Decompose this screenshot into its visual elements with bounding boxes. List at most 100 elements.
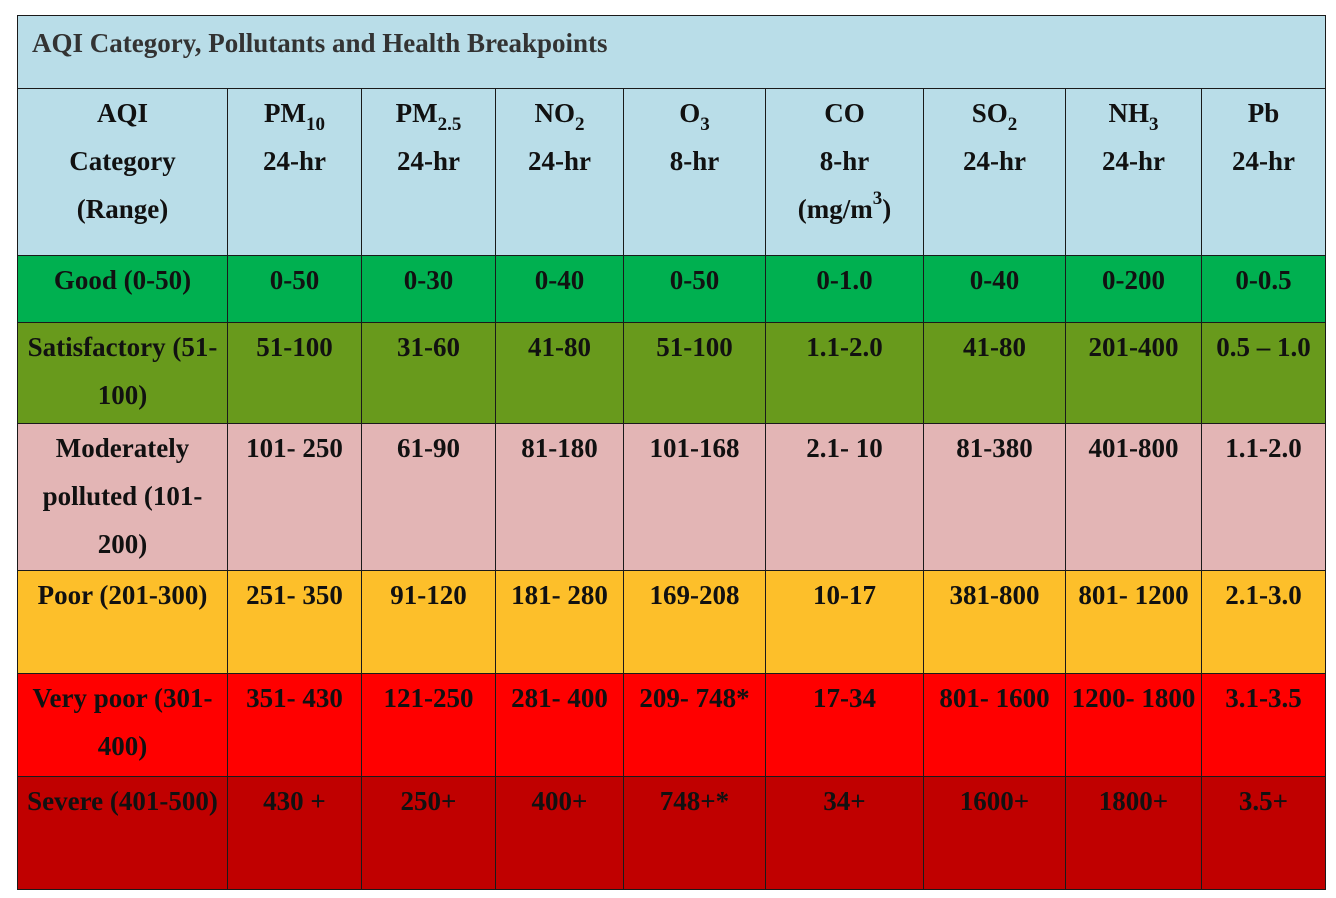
value-cell: 81-180: [495, 423, 624, 571]
value-cell: 0-40: [495, 255, 624, 323]
value-cell: 400+: [495, 776, 624, 890]
value-cell: 81-380: [923, 423, 1066, 571]
value-cell: 0.5 – 1.0: [1201, 322, 1326, 424]
header-aqi-category: AQI Category (Range): [17, 88, 228, 256]
value-cell: 2.1-3.0: [1201, 570, 1326, 674]
pollutant-symbol: CO: [824, 98, 865, 128]
value-cell: 748+*: [623, 776, 766, 890]
value-cell: 2.1- 10: [765, 423, 924, 571]
averaging-period: 24-hr: [397, 146, 460, 176]
pollutant-symbol: SO: [971, 98, 1008, 128]
category-cell: Satisfactory (51-100): [17, 322, 228, 424]
value-cell: 0-200: [1065, 255, 1202, 323]
table-row-poor: Poor (201-300) 251- 350 91-120 181- 280 …: [17, 570, 1326, 674]
pollutant-symbol: PM: [264, 98, 306, 128]
pollutant-subscript: 2: [1007, 114, 1018, 135]
header-pb: Pb 24-hr: [1201, 88, 1326, 256]
value-cell: 17-34: [765, 673, 924, 777]
table-title: AQI Category, Pollutants and Health Brea…: [17, 15, 1326, 89]
header-o3: O3 8-hr: [623, 88, 766, 256]
averaging-period: 24-hr: [963, 146, 1026, 176]
pollutant-symbol: NH: [1108, 98, 1150, 128]
header-pm25: PM2.5 24-hr: [361, 88, 496, 256]
value-cell: 1.1-2.0: [765, 322, 924, 424]
value-cell: 281- 400: [495, 673, 624, 777]
value-cell: 251- 350: [227, 570, 362, 674]
averaging-period: 24-hr: [263, 146, 326, 176]
value-cell: 401-800: [1065, 423, 1202, 571]
pollutant-subscript: 3: [1149, 114, 1159, 135]
value-cell: 51-100: [623, 322, 766, 424]
pollutant-subscript: 2: [575, 114, 585, 135]
value-cell: 3.1-3.5: [1201, 673, 1326, 777]
pollutant-symbol: PM: [395, 98, 438, 128]
averaging-period: 8-hr: [669, 146, 720, 176]
value-cell: 0-0.5: [1201, 255, 1326, 323]
value-cell: 1200- 1800: [1065, 673, 1202, 777]
value-cell: 121-250: [361, 673, 496, 777]
header-category-line-3: (Range): [76, 194, 169, 224]
unit-superscript: 3: [872, 188, 883, 209]
value-cell: 351- 430: [227, 673, 362, 777]
value-cell: 0-50: [227, 255, 362, 323]
category-cell: Poor (201-300): [17, 570, 228, 674]
value-cell: 51-100: [227, 322, 362, 424]
header-category-line-2: Category: [69, 146, 176, 176]
value-cell: 0-50: [623, 255, 766, 323]
value-cell: 0-1.0: [765, 255, 924, 323]
averaging-period: 24-hr: [1102, 146, 1165, 176]
category-cell: Severe (401-500): [17, 776, 228, 890]
value-cell: 91-120: [361, 570, 496, 674]
aqi-breakpoints-table: AQI Category, Pollutants and Health Brea…: [17, 15, 1326, 890]
value-cell: 201-400: [1065, 322, 1202, 424]
value-cell: 101-168: [623, 423, 766, 571]
aqi-table-container: AQI Category, Pollutants and Health Brea…: [17, 15, 1326, 890]
co-unit: (mg/m3): [797, 188, 892, 224]
value-cell: 250+: [361, 776, 496, 890]
header-so2: SO2 24-hr: [923, 88, 1066, 256]
header-row: AQI Category (Range) PM10 24-hr PM2.5 24…: [17, 88, 1326, 256]
value-cell: 1600+: [923, 776, 1066, 890]
value-cell: 381-800: [923, 570, 1066, 674]
value-cell: 61-90: [361, 423, 496, 571]
table-row-good: Good (0-50) 0-50 0-30 0-40 0-50 0-1.0 0-…: [17, 255, 1326, 323]
header-no2: NO2 24-hr: [495, 88, 624, 256]
pollutant-symbol: Pb: [1247, 98, 1280, 128]
value-cell: 34+: [765, 776, 924, 890]
table-row-severe: Severe (401-500) 430 + 250+ 400+ 748+* 3…: [17, 776, 1326, 890]
header-pm10: PM10 24-hr: [227, 88, 362, 256]
pollutant-subscript: 10: [305, 114, 325, 135]
pollutant-subscript: 2.5: [437, 114, 462, 135]
value-cell: 10-17: [765, 570, 924, 674]
pollutant-subscript: 3: [700, 114, 710, 135]
category-cell: Moderately polluted (101-200): [17, 423, 228, 571]
averaging-period: 24-hr: [528, 146, 591, 176]
averaging-period: 8-hr: [819, 146, 870, 176]
value-cell: 1800+: [1065, 776, 1202, 890]
value-cell: 209- 748*: [623, 673, 766, 777]
table-row-satisfactory: Satisfactory (51-100) 51-100 31-60 41-80…: [17, 322, 1326, 424]
value-cell: 181- 280: [495, 570, 624, 674]
category-cell: Good (0-50): [17, 255, 228, 323]
value-cell: 101- 250: [227, 423, 362, 571]
pollutant-symbol: NO: [534, 98, 576, 128]
pollutant-symbol: O: [679, 98, 701, 128]
value-cell: 801- 1200: [1065, 570, 1202, 674]
value-cell: 41-80: [923, 322, 1066, 424]
header-nh3: NH3 24-hr: [1065, 88, 1202, 256]
value-cell: 41-80: [495, 322, 624, 424]
averaging-period: 24-hr: [1232, 146, 1295, 176]
table-row-very-poor: Very poor (301-400) 351- 430 121-250 281…: [17, 673, 1326, 777]
value-cell: 0-40: [923, 255, 1066, 323]
value-cell: 3.5+: [1201, 776, 1326, 890]
value-cell: 169-208: [623, 570, 766, 674]
value-cell: 430 +: [227, 776, 362, 890]
value-cell: 801- 1600: [923, 673, 1066, 777]
table-row-moderately-polluted: Moderately polluted (101-200) 101- 250 6…: [17, 423, 1326, 571]
header-co: CO 8-hr (mg/m3): [765, 88, 924, 256]
value-cell: 31-60: [361, 322, 496, 424]
header-category-line-1: AQI: [96, 98, 148, 128]
value-cell: 0-30: [361, 255, 496, 323]
value-cell: 1.1-2.0: [1201, 423, 1326, 571]
category-cell: Very poor (301-400): [17, 673, 228, 777]
